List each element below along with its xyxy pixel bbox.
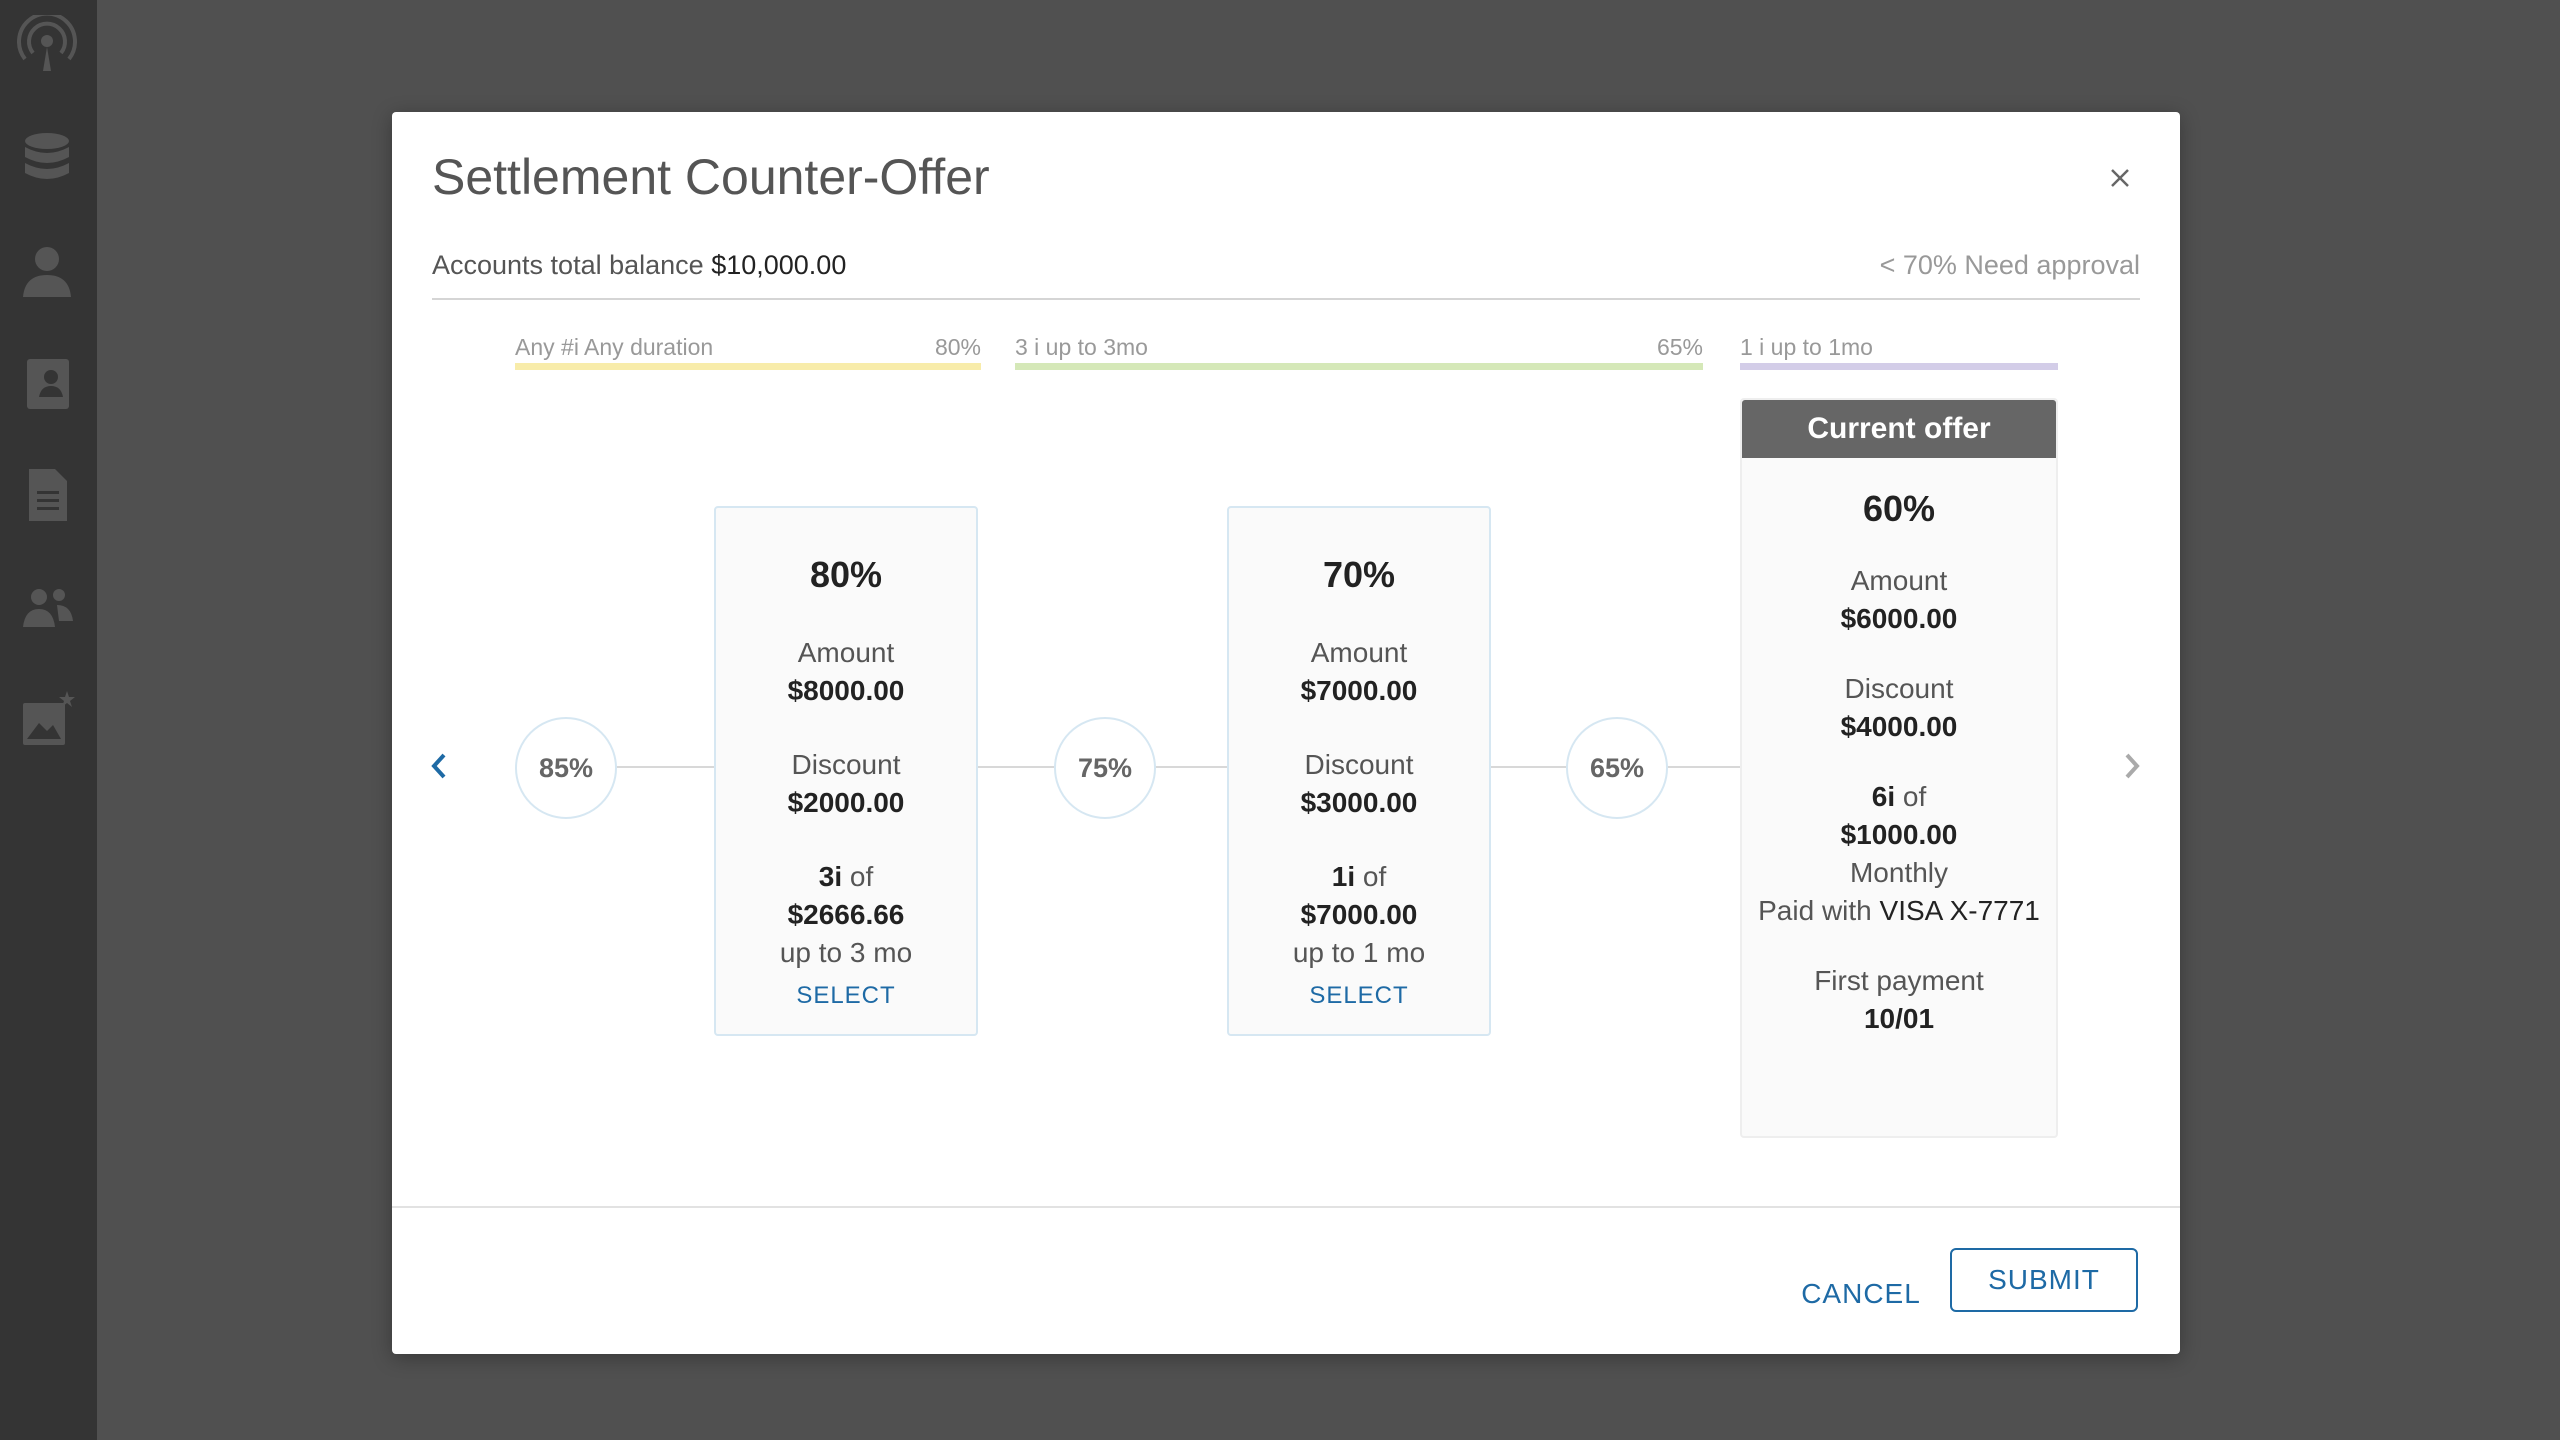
paid-label: Paid with — [1758, 895, 1872, 926]
tier-pct: 80% — [934, 334, 981, 360]
sidebar — [0, 0, 97, 1440]
balance-value: $10,000.00 — [711, 250, 847, 280]
approval-note: < 70% Need approval — [1879, 250, 2140, 280]
installments: 3i of — [716, 858, 976, 896]
step-circle[interactable]: 65% — [1566, 717, 1668, 819]
prev-button[interactable] — [419, 746, 459, 786]
chevron-left-icon — [431, 753, 446, 779]
installments: 6i of — [1742, 778, 2056, 816]
footer-divider — [392, 1206, 2180, 1208]
chevron-right-icon — [2125, 753, 2140, 779]
offer-card-80: 80% Amount $8000.00 Discount $2000.00 3i… — [714, 506, 978, 1036]
settlement-modal: Settlement Counter-Offer Accounts total … — [392, 112, 2180, 1354]
contacts-book-icon[interactable] — [14, 350, 80, 416]
connector-line — [612, 766, 1740, 768]
cancel-button[interactable]: CANCEL — [1801, 1278, 1921, 1309]
paid-card: VISA X-7771 — [1879, 895, 2040, 926]
amount-label: Amount — [1310, 637, 1408, 668]
step-circle[interactable]: 85% — [515, 717, 617, 819]
installment-count: 6i — [1871, 781, 1896, 812]
frequency: Monthly — [1849, 857, 1949, 888]
select-button[interactable]: SELECT — [796, 982, 896, 1009]
offer-pct: 60% — [1862, 488, 1936, 529]
term: up to 3 mo — [779, 937, 913, 968]
tier-1i: 1 i up to 1mo — [1740, 334, 2058, 370]
tier-3i: 3 i up to 3mo 65% — [1015, 334, 1703, 370]
first-payment-date: 10/01 — [1863, 1003, 1935, 1034]
balance-row: Accounts total balance $10,000.00 < 70% … — [432, 250, 2140, 300]
discount-label: Discount — [791, 749, 901, 780]
step-circle[interactable]: 75% — [1054, 717, 1156, 819]
offer-pct: 70% — [1322, 554, 1396, 595]
installment-amount: $1000.00 — [1840, 819, 1958, 850]
tier-label: 1 i up to 1mo — [1740, 334, 1873, 360]
tier-bar — [1015, 363, 1703, 370]
close-icon — [2111, 169, 2129, 187]
payment-method: Paid with VISA X-7771 — [1742, 892, 2056, 930]
balance-label: Accounts total balance — [432, 250, 704, 280]
amount-value: $8000.00 — [787, 675, 905, 706]
select-button[interactable]: SELECT — [1309, 982, 1409, 1009]
amount-label: Amount — [1850, 565, 1948, 596]
broadcast-icon[interactable] — [14, 12, 80, 78]
document-icon[interactable] — [14, 462, 80, 528]
close-button[interactable] — [2100, 158, 2140, 198]
next-button[interactable] — [2112, 746, 2152, 786]
discount-label: Discount — [1844, 673, 1954, 704]
installment-of: of — [849, 861, 874, 892]
current-offer-card: Current offer 60% Amount $6000.00 Discou… — [1740, 398, 2058, 1138]
term: up to 1 mo — [1292, 937, 1426, 968]
tier-bar — [515, 363, 981, 370]
tier-any: Any #i Any duration 80% — [515, 334, 981, 370]
amount-label: Amount — [797, 637, 895, 668]
offer-card-70: 70% Amount $7000.00 Discount $3000.00 1i… — [1227, 506, 1491, 1036]
offer-pct: 80% — [809, 554, 883, 595]
installments: 1i of — [1229, 858, 1489, 896]
discount-value: $4000.00 — [1840, 711, 1958, 742]
tier-label: Any #i Any duration — [515, 334, 714, 360]
first-payment-label: First payment — [1814, 965, 1984, 996]
submit-button[interactable]: SUBMIT — [1950, 1248, 2138, 1312]
current-offer-header: Current offer — [1742, 400, 2056, 458]
tier-label: 3 i up to 3mo — [1015, 334, 1148, 360]
amount-value: $6000.00 — [1840, 603, 1958, 634]
installment-count: 3i — [818, 861, 843, 892]
tier-pct: 65% — [1656, 334, 1703, 360]
user-icon[interactable] — [14, 238, 80, 304]
modal-title: Settlement Counter-Offer — [432, 149, 990, 205]
discount-value: $2000.00 — [787, 787, 905, 818]
installment-of: of — [1902, 781, 1927, 812]
team-icon[interactable] — [14, 574, 80, 640]
tier-bar — [1740, 363, 2058, 370]
discount-label: Discount — [1304, 749, 1414, 780]
amount-value: $7000.00 — [1300, 675, 1418, 706]
database-icon[interactable] — [14, 126, 80, 192]
discount-value: $3000.00 — [1300, 787, 1418, 818]
image-star-icon[interactable] — [14, 686, 80, 752]
installment-amount: $7000.00 — [1300, 899, 1418, 930]
installment-count: 1i — [1331, 861, 1356, 892]
installment-of: of — [1362, 861, 1387, 892]
installment-amount: $2666.66 — [787, 899, 905, 930]
